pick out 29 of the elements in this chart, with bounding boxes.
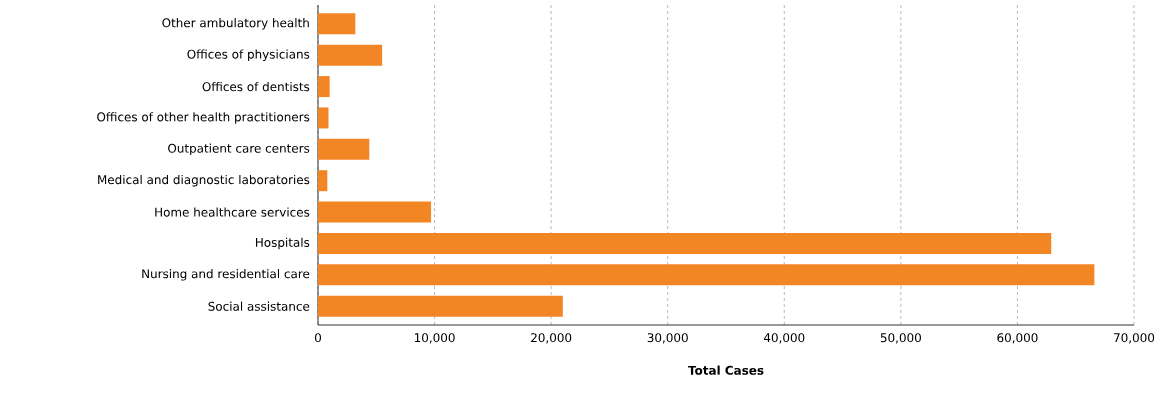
y-tick-label: Other ambulatory health [162,18,309,30]
y-tick-label: Hospitals [255,237,310,250]
y-tick-label: Medical and diagnostic laboratories [98,174,310,187]
x-tick-label: 40,000 [763,333,805,344]
x-tick-label: 30,000 [647,333,688,344]
x-tick-label: 0 [314,333,322,343]
bar [318,232,1052,254]
bar [318,295,563,317]
x-tick-label: 70,000 [1114,333,1155,344]
bar [318,138,370,160]
y-tick-label: Outpatient care centers [168,143,310,156]
x-tick-label: 60,000 [997,333,1038,344]
bar [318,76,330,98]
y-tick-label: Nursing and residential care [142,269,310,281]
y-tick-label: Home healthcare services [155,207,310,217]
bar [318,170,328,192]
y-tick-label: Offices of dentists [202,81,310,92]
x-tick-label: 10,000 [414,333,455,344]
x-axis-title: Total Cases [688,365,764,375]
y-tick-label: Social assistance [208,301,310,311]
y-tick-label: Offices of physicians [187,49,310,61]
bar [318,13,356,35]
bar [318,264,1095,286]
x-tick-label: 50,000 [880,333,921,344]
y-tick-label: Offices of other health practitioners [97,112,310,124]
x-tick-label: 20,000 [531,333,572,344]
bar [318,107,329,129]
bar [318,44,383,66]
bar [318,201,432,223]
